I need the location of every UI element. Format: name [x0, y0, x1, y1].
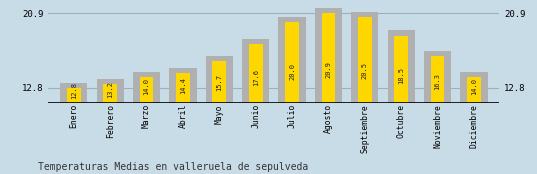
Bar: [249, 44, 263, 103]
Text: 14.4: 14.4: [180, 77, 186, 94]
Text: 20.5: 20.5: [362, 62, 368, 79]
Bar: [431, 56, 445, 103]
Text: 15.7: 15.7: [216, 74, 222, 91]
Bar: [388, 30, 415, 103]
Text: 17.6: 17.6: [253, 69, 259, 86]
Text: 16.3: 16.3: [434, 73, 440, 90]
Bar: [285, 22, 299, 103]
Bar: [103, 84, 117, 103]
Text: 14.0: 14.0: [471, 78, 477, 96]
Bar: [97, 79, 124, 103]
Bar: [176, 73, 190, 103]
Text: 20.9: 20.9: [325, 61, 331, 78]
Text: 13.2: 13.2: [107, 81, 113, 97]
Text: 14.0: 14.0: [143, 78, 149, 96]
Bar: [322, 14, 335, 103]
Bar: [351, 12, 379, 103]
Bar: [460, 72, 488, 103]
Bar: [315, 8, 342, 103]
Bar: [140, 77, 154, 103]
Bar: [424, 51, 451, 103]
Bar: [242, 39, 270, 103]
Bar: [213, 61, 226, 103]
Bar: [358, 17, 372, 103]
Bar: [467, 77, 481, 103]
Bar: [169, 68, 197, 103]
Text: 18.5: 18.5: [398, 67, 404, 84]
Bar: [394, 35, 408, 103]
Bar: [67, 88, 81, 103]
Bar: [206, 56, 233, 103]
Bar: [133, 72, 160, 103]
Bar: [60, 83, 88, 103]
Bar: [278, 17, 306, 103]
Text: 20.0: 20.0: [289, 63, 295, 80]
Text: Temperaturas Medias en valleruela de sepulveda: Temperaturas Medias en valleruela de sep…: [38, 162, 308, 172]
Text: 12.8: 12.8: [71, 82, 77, 98]
